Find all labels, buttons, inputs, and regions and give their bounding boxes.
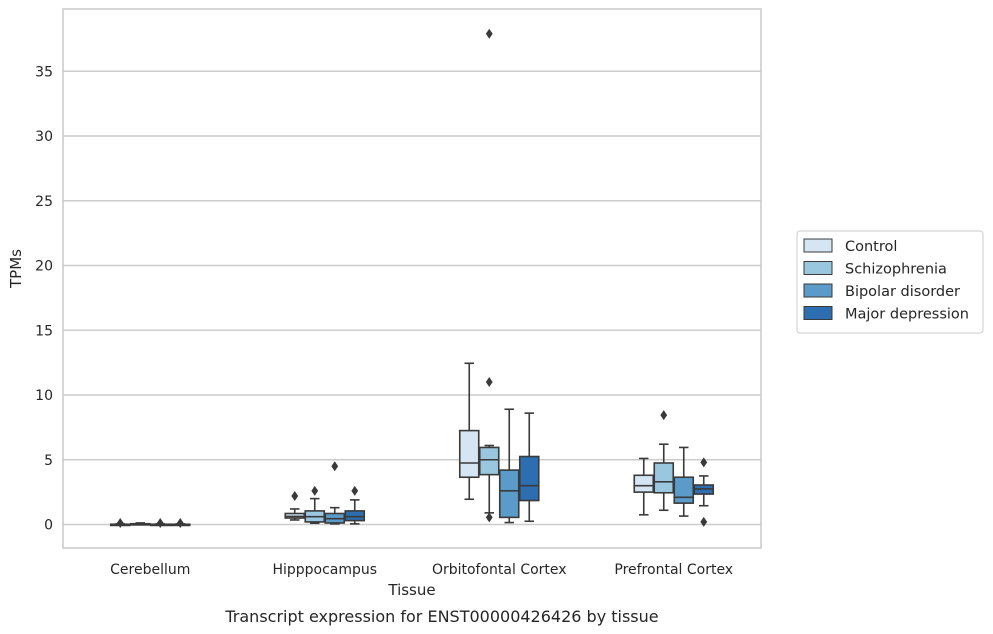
legend-items: Control Schizophrenia Bipolar disorder Majo… [803, 238, 969, 323]
box-iqr [673, 476, 695, 504]
box-plots [109, 28, 715, 528]
y-tick-label: 30 [35, 129, 53, 145]
outlier-point [485, 377, 493, 388]
box-iqr [344, 510, 366, 522]
legend: Control Schizophrenia Bipolar disorder Majo… [796, 230, 984, 334]
x-tick-label: Cerebellum [110, 562, 190, 578]
outlier-point [116, 517, 124, 528]
box-group [458, 362, 480, 501]
outlier-point [331, 461, 339, 472]
box-group [498, 408, 520, 524]
x-tick-label: Hipppocampus [272, 562, 377, 578]
box-iqr [478, 446, 500, 476]
outlier-point [485, 512, 493, 523]
box-iqr [458, 429, 480, 479]
chart-caption: Transcript expression for ENST0000042642… [224, 607, 658, 626]
y-axis-title: TPMs [7, 249, 25, 289]
legend-frame [796, 230, 984, 334]
outlier-point [311, 485, 319, 496]
box-group [344, 485, 366, 525]
x-tick-labels: Cerebellum Hipppocampus Orbitofontal Corte… [110, 562, 733, 578]
box-group [478, 28, 500, 523]
box-group [633, 457, 655, 516]
legend-swatch [803, 261, 833, 275]
x-tick-label: Prefrontal Cortex [614, 562, 733, 578]
legend-label: Major depression [845, 307, 969, 323]
outlier-point [700, 457, 708, 468]
box-iqr [518, 455, 540, 502]
outlier-point [485, 28, 493, 39]
outlier-point [156, 517, 164, 528]
box-iqr [498, 469, 520, 519]
box-group [109, 517, 131, 528]
legend-swatch [803, 306, 833, 320]
box-iqr [653, 462, 675, 494]
x-tick-label: Orbitofontal Cortex [432, 562, 567, 578]
y-tick-label: 15 [35, 323, 53, 339]
y-tick-label: 5 [44, 453, 53, 469]
grid-lines [63, 70, 761, 526]
y-tick-label: 20 [35, 259, 53, 275]
y-tick-label: 25 [35, 194, 53, 210]
legend-swatch [803, 238, 833, 253]
box-group [673, 446, 695, 517]
box-group [149, 517, 171, 528]
plot-frame [62, 8, 762, 549]
box-iqr [633, 474, 655, 493]
box-group [129, 522, 151, 526]
box-group [653, 410, 675, 512]
legend-label: Schizophrenia [845, 262, 947, 278]
box-group [169, 517, 191, 528]
y-tick-label: 10 [35, 388, 53, 404]
outlier-point [660, 410, 668, 421]
outlier-point [700, 516, 708, 527]
legend-label: Bipolar disorder [845, 284, 960, 300]
box-group [324, 461, 346, 525]
y-tick-labels: 0 5 10 15 20 25 30 35 [35, 64, 53, 533]
legend-swatch [803, 283, 833, 298]
box-group [518, 412, 540, 523]
outlier-point [291, 491, 299, 502]
y-tick-label: 0 [44, 518, 53, 534]
box-group [284, 491, 306, 521]
box-group [304, 485, 326, 525]
legend-label: Control [845, 239, 897, 255]
box-group [693, 457, 715, 527]
y-tick-label: 35 [35, 64, 53, 80]
outlier-point [351, 485, 359, 496]
x-axis-title: Tissue [387, 581, 435, 599]
outlier-point [176, 517, 184, 528]
